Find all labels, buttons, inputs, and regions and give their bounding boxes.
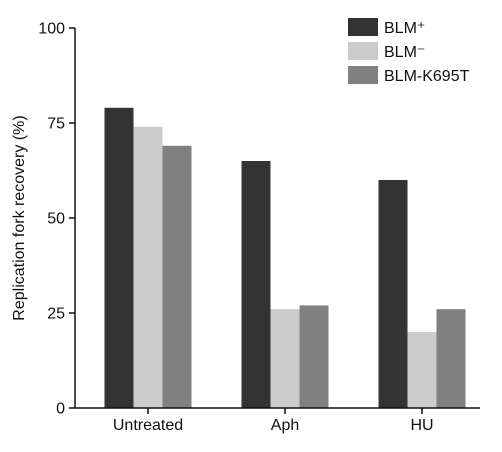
bar-untreated-1 [104, 107, 134, 409]
legend-label: BLM⁻ [384, 44, 425, 61]
legend-swatch [348, 18, 378, 36]
bar-hu-2 [407, 332, 437, 408]
y-tick-label: 100 [38, 21, 65, 38]
x-tick-label: Untreated [113, 417, 183, 434]
bar-aph-3 [299, 305, 329, 408]
bar-aph-1 [241, 161, 271, 408]
legend-swatch [348, 66, 378, 84]
bars-layer [104, 107, 466, 409]
bar-hu-1 [378, 180, 408, 408]
legend-swatch [348, 42, 378, 60]
legend-label: BLM-K695T [384, 68, 470, 85]
y-ticks: 0 25 50 75 100 [38, 21, 75, 418]
legend: BLM⁺ BLM⁻ BLM-K695T [348, 18, 470, 85]
bar-untreated-3 [162, 145, 192, 409]
x-ticks: Untreated Aph HU [113, 408, 434, 434]
bar-aph-2 [270, 309, 300, 408]
y-axis-label: Replication fork recovery (%) [11, 115, 28, 320]
legend-label: BLM⁺ [384, 20, 425, 37]
x-tick-label: HU [410, 417, 433, 434]
x-tick-label: Aph [271, 417, 299, 434]
y-tick-label: 75 [47, 116, 65, 133]
bar-untreated-2 [133, 126, 163, 409]
y-tick-label: 0 [56, 401, 65, 418]
y-tick-label: 25 [47, 306, 65, 323]
bar-hu-3 [436, 309, 466, 408]
y-tick-label: 50 [47, 211, 65, 228]
